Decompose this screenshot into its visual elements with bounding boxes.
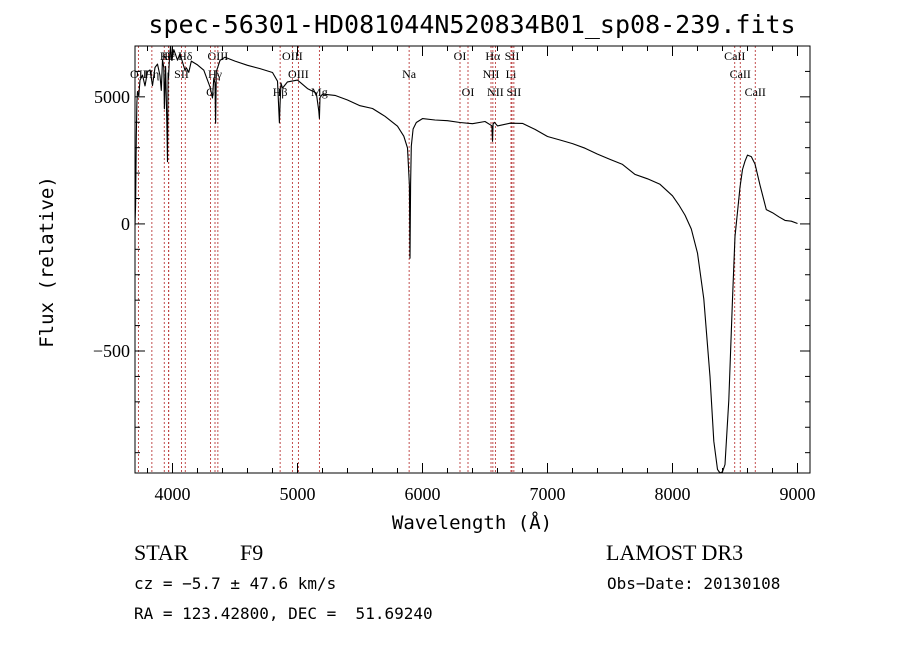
x-tick-label: 6000 xyxy=(405,484,441,504)
series-layer xyxy=(134,45,798,474)
line-label: SII xyxy=(507,85,522,99)
line-label: Hη xyxy=(144,67,159,81)
line-label: Na xyxy=(402,67,417,81)
y-axis-label: Flux (relative) xyxy=(36,176,58,348)
line-label: Mg xyxy=(311,85,328,99)
line-label: Li xyxy=(506,67,517,81)
line-label: OI xyxy=(462,85,475,99)
x-tick-label: 7000 xyxy=(530,484,566,504)
chart-title: spec-56301-HD081044N520834B01_sp08-239.f… xyxy=(148,10,795,39)
line-label: OIII xyxy=(282,49,303,63)
line-label: OIII xyxy=(288,67,309,81)
line-label: CaII xyxy=(724,49,745,63)
line-label: NII xyxy=(487,85,504,99)
line-label: Hγ xyxy=(208,67,223,81)
obs-date: Obs−Date: 20130108 xyxy=(607,574,781,593)
coordinates: RA = 123.42800, DEC = 51.69240 xyxy=(134,604,433,623)
x-tick-label: 4000 xyxy=(155,484,191,504)
x-tick-label: 5000 xyxy=(280,484,316,504)
x-tick-label: 8000 xyxy=(655,484,691,504)
line-label: NII xyxy=(483,67,500,81)
spectral-class: F9 xyxy=(240,540,264,565)
y-tick-label: 0 xyxy=(121,214,130,234)
line-label: H xyxy=(164,49,173,63)
line-label: SII xyxy=(505,49,520,63)
series-line xyxy=(134,45,798,474)
line-label: K xyxy=(160,49,169,63)
y-tick-label: 5000 xyxy=(94,87,130,107)
line-label: OIII xyxy=(208,49,229,63)
axis-ticks: 4000 5000 6000 7000 8000 9000 5000 0 −500 xyxy=(93,46,816,504)
cz-value: cz = −5.7 ± 47.6 km/s xyxy=(134,574,337,593)
line-label: CaII xyxy=(730,67,751,81)
survey-name: LAMOST DR3 xyxy=(606,540,744,565)
line-label: Hα xyxy=(485,49,501,63)
y-tick-label: −500 xyxy=(93,341,130,361)
line-label: OI xyxy=(454,49,467,63)
plot-frame xyxy=(134,45,811,474)
x-tick-label: 9000 xyxy=(780,484,816,504)
x-axis-label: Wavelength (Å) xyxy=(392,511,552,534)
line-label: CaII xyxy=(745,85,766,99)
object-type: STAR xyxy=(134,540,189,565)
